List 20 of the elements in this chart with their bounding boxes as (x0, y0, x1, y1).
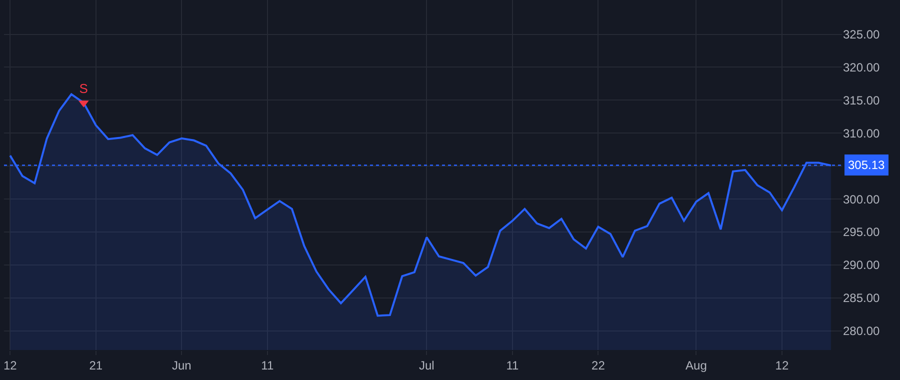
x-tick-label: 12 (775, 358, 789, 372)
x-tick-label: 11 (261, 358, 274, 372)
y-tick-label: 295.00 (843, 225, 880, 240)
x-tick-label: 12 (3, 358, 18, 372)
x-tick-label: 21 (89, 358, 103, 372)
x-tick-label: Jul (419, 358, 434, 372)
y-tick-label: 285.00 (843, 291, 880, 306)
y-tick-label: 290.00 (843, 258, 880, 272)
x-tick-label: 22 (592, 358, 606, 372)
y-tick-label: 310.00 (843, 126, 880, 140)
series-label: S (79, 80, 88, 96)
y-tick-label: 280.00 (843, 324, 880, 338)
ref-line-label: 305.13 (848, 158, 886, 172)
x-tick-label: Aug (686, 358, 707, 372)
y-tick-label: 315.00 (843, 93, 880, 108)
y-tick-label: 320.00 (843, 60, 880, 74)
x-tick-label: 11 (506, 358, 519, 372)
y-tick-label: 300.00 (843, 192, 880, 206)
y-tick-label: 325.00 (843, 27, 880, 42)
x-tick-label: Jun (172, 358, 192, 372)
